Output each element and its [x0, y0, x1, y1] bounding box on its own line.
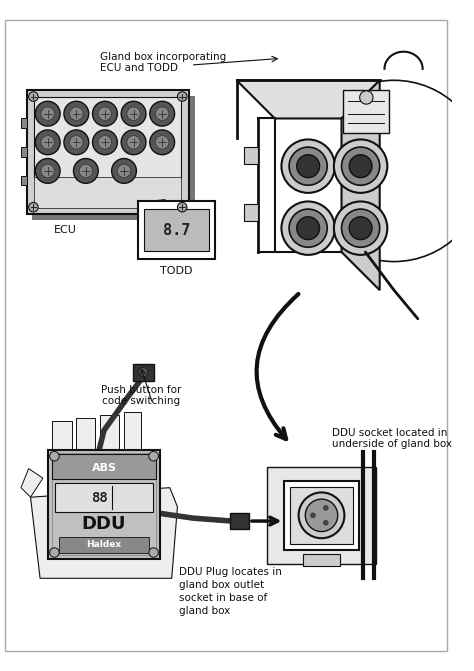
Bar [284, 481, 359, 550]
Circle shape [70, 136, 83, 149]
Circle shape [64, 130, 89, 155]
Circle shape [323, 505, 328, 511]
Circle shape [323, 520, 328, 525]
Bar [48, 450, 160, 559]
Bar [27, 90, 189, 214]
Bar [34, 97, 181, 178]
Circle shape [92, 130, 118, 155]
Circle shape [35, 130, 60, 155]
Circle shape [64, 101, 89, 126]
Text: Haldex: Haldex [86, 540, 121, 550]
Circle shape [299, 493, 345, 538]
Circle shape [297, 217, 319, 240]
Circle shape [310, 513, 316, 518]
Bar [32, 95, 195, 219]
Text: ABS: ABS [91, 462, 117, 472]
Circle shape [92, 101, 118, 126]
Circle shape [297, 155, 319, 178]
Text: 88: 88 [91, 491, 108, 505]
Circle shape [111, 158, 137, 183]
Circle shape [28, 92, 38, 101]
Circle shape [282, 140, 335, 193]
Text: Push button for
code switching: Push button for code switching [101, 384, 182, 406]
Polygon shape [275, 119, 342, 252]
Circle shape [155, 107, 169, 120]
Circle shape [342, 209, 380, 247]
Circle shape [50, 452, 59, 461]
Bar [34, 176, 181, 207]
Circle shape [149, 452, 158, 461]
Circle shape [98, 136, 111, 149]
Circle shape [28, 203, 38, 212]
Circle shape [177, 92, 187, 101]
Bar [267, 466, 376, 564]
Text: TODD: TODD [160, 266, 193, 276]
Circle shape [70, 107, 83, 120]
Polygon shape [342, 81, 380, 290]
Text: Gland box incorporating
ECU and TODD: Gland box incorporating ECU and TODD [100, 52, 227, 73]
Bar [303, 554, 340, 566]
Bar [21, 147, 27, 156]
Text: DDU Plug locates in
gland box outlet
socket in base of
gland box: DDU Plug locates in gland box outlet soc… [179, 567, 282, 617]
Circle shape [98, 107, 111, 120]
Circle shape [35, 158, 60, 183]
Polygon shape [237, 81, 380, 119]
Circle shape [138, 368, 148, 377]
Circle shape [121, 101, 146, 126]
Bar [344, 90, 389, 133]
Bar [124, 412, 141, 454]
Circle shape [334, 140, 387, 193]
Circle shape [289, 147, 327, 185]
Circle shape [35, 101, 60, 126]
Bar [21, 176, 27, 185]
Bar [244, 147, 257, 164]
Polygon shape [21, 468, 43, 497]
Circle shape [305, 499, 337, 531]
Bar [133, 364, 154, 381]
Circle shape [360, 91, 373, 104]
Circle shape [73, 158, 98, 183]
Circle shape [334, 201, 387, 255]
Circle shape [155, 136, 169, 149]
Circle shape [41, 107, 55, 120]
Bar [290, 486, 353, 544]
Bar [138, 201, 215, 259]
Bar [21, 119, 27, 128]
Bar [76, 418, 95, 454]
Circle shape [121, 130, 146, 155]
Bar [59, 537, 149, 552]
Circle shape [41, 164, 55, 178]
Circle shape [41, 136, 55, 149]
Circle shape [79, 164, 92, 178]
Circle shape [349, 217, 372, 240]
Text: ECU: ECU [54, 225, 76, 236]
Circle shape [150, 101, 174, 126]
Circle shape [127, 107, 140, 120]
Bar [53, 454, 155, 479]
Circle shape [282, 201, 335, 255]
Text: 8.7: 8.7 [163, 223, 190, 238]
Circle shape [342, 147, 380, 185]
Bar [55, 483, 153, 511]
Bar [230, 513, 249, 529]
Circle shape [150, 130, 174, 155]
Circle shape [289, 209, 327, 247]
Bar [100, 415, 119, 454]
Bar [144, 209, 209, 251]
Text: DDU socket located in
underside of gland box: DDU socket located in underside of gland… [332, 427, 452, 449]
Bar [244, 205, 257, 221]
Text: DDU: DDU [82, 515, 126, 533]
Circle shape [177, 203, 187, 212]
Circle shape [50, 548, 59, 558]
Polygon shape [30, 488, 177, 578]
Bar [52, 454, 156, 556]
Circle shape [118, 164, 131, 178]
Bar [53, 421, 72, 454]
Circle shape [349, 155, 372, 178]
Circle shape [127, 136, 140, 149]
Circle shape [149, 548, 158, 558]
